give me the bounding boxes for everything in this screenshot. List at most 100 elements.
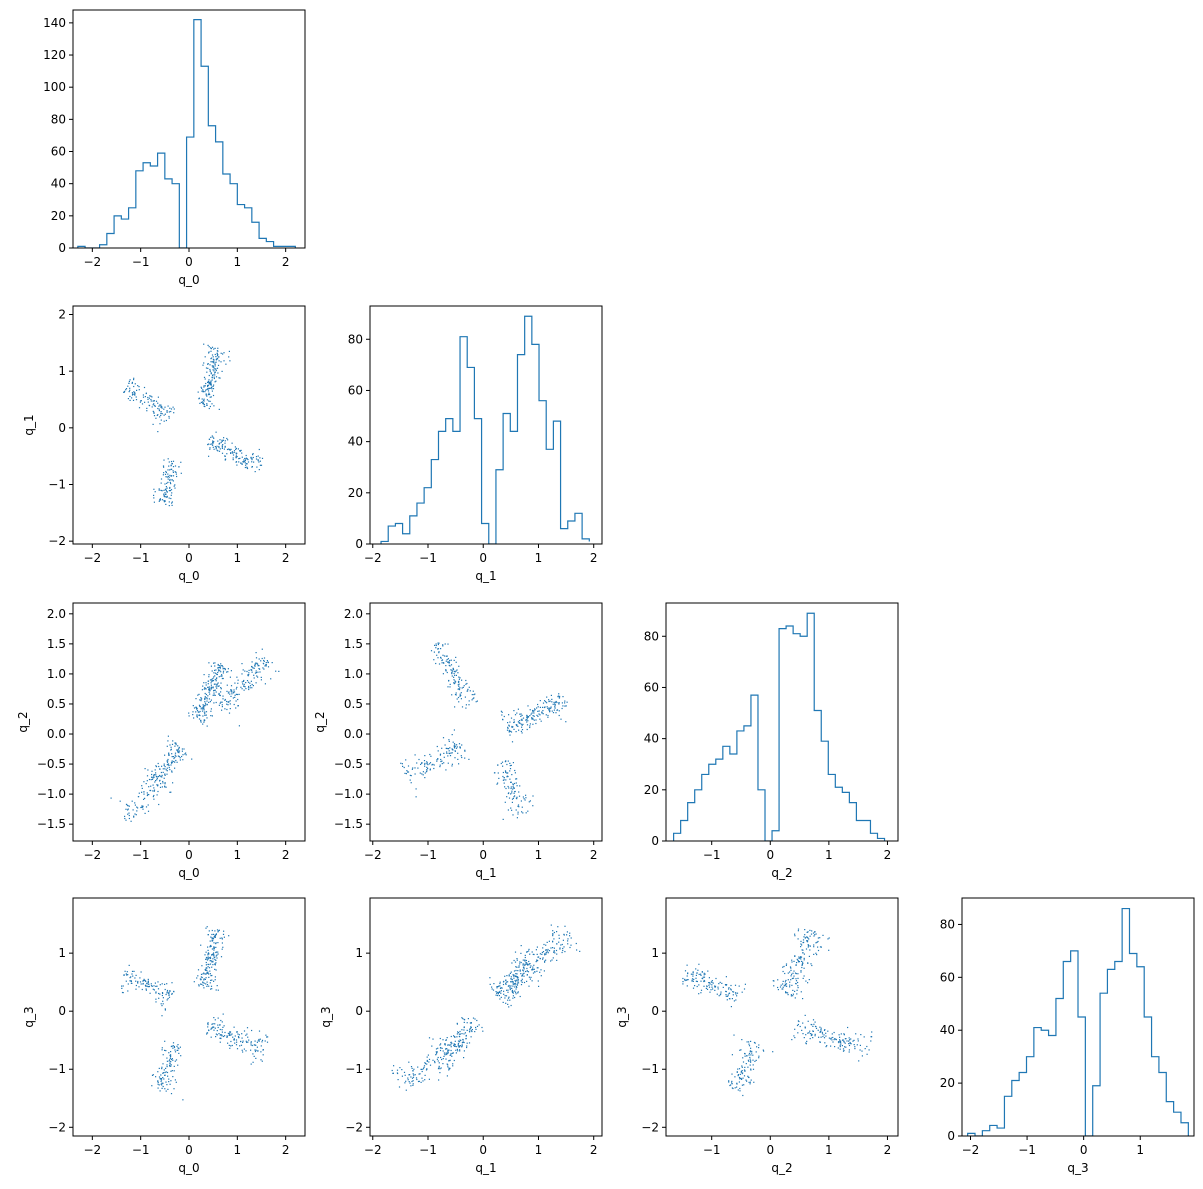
scatter-point [207, 971, 209, 973]
scatter-point [152, 1074, 154, 1076]
scatter-point [143, 386, 146, 389]
scatter-point [457, 1032, 460, 1034]
scatter-point [445, 1058, 447, 1060]
scatter-point [167, 475, 169, 477]
scatter-point [166, 992, 168, 994]
scatter-point [790, 995, 792, 997]
scatter-point [733, 1034, 735, 1036]
scatter-point [158, 405, 160, 407]
scatter-point [837, 1047, 839, 1049]
scatter-point [520, 800, 522, 802]
scatter-point [174, 487, 176, 489]
scatter-point [209, 448, 211, 450]
scatter-point [510, 717, 513, 719]
scatter-point [458, 763, 460, 765]
scatter-point [235, 700, 237, 702]
scatter-point [229, 360, 231, 362]
scatter-point [253, 1055, 255, 1057]
scatter-point [145, 783, 147, 785]
scatter-point [795, 983, 797, 985]
scatter-point [561, 951, 563, 954]
scatter-point [432, 763, 434, 765]
scatter-point [792, 977, 795, 979]
scatter-point [224, 440, 226, 442]
scatter-point [150, 789, 152, 792]
scatter-point [459, 1030, 461, 1033]
scatter-point [142, 396, 145, 398]
scatter-point [403, 1071, 406, 1073]
scatter-point [823, 1034, 825, 1036]
scatter-point [245, 1040, 247, 1042]
scatter-point [446, 659, 448, 661]
scatter-point [513, 721, 515, 723]
scatter-point [447, 762, 449, 764]
scatter-point [732, 991, 734, 993]
scatter-point [438, 663, 441, 665]
scatter-point [515, 778, 517, 780]
y-tick-label: 60 [644, 680, 659, 694]
scatter-point [220, 682, 222, 684]
scatter-point [171, 770, 173, 772]
scatter-point [152, 988, 154, 990]
scatter-point [235, 448, 237, 450]
scatter-point [244, 686, 246, 688]
scatter-point [204, 405, 206, 408]
scatter-point [686, 985, 688, 987]
scatter-point [462, 1041, 464, 1043]
scatter-point [453, 729, 455, 731]
scatter-point [203, 982, 205, 984]
scatter-point [403, 766, 405, 769]
scatter-point [510, 793, 512, 795]
scatter-point [227, 704, 229, 706]
scatter-point [162, 1077, 164, 1079]
scatter-point [509, 770, 511, 772]
scatter-point [829, 1038, 832, 1040]
scatter-point [424, 1063, 427, 1065]
scatter-point [703, 974, 705, 976]
scatter-point [424, 1079, 426, 1081]
scatter-point [517, 804, 520, 806]
scatter-point [246, 1033, 248, 1035]
scatter-point [820, 1029, 822, 1031]
scatter-point [517, 992, 519, 994]
scatter-point [565, 705, 567, 707]
scatter-point [172, 756, 174, 758]
scatter-point [725, 976, 727, 978]
scatter-point [207, 958, 210, 960]
scatter-point [510, 1004, 512, 1007]
scatter-point [182, 759, 184, 761]
scatter-point [404, 772, 406, 774]
scatter-point [519, 970, 521, 972]
scatter-point [221, 1035, 223, 1037]
scatter-point [246, 1041, 248, 1043]
scatter-point [217, 682, 219, 684]
scatter-point [470, 1022, 472, 1024]
scatter-point [251, 661, 253, 663]
scatter-point [842, 1050, 845, 1052]
scatter-point [228, 691, 230, 693]
scatter-point [466, 1042, 468, 1044]
x-tick-label: 1 [825, 1143, 833, 1157]
scatter-point [454, 1036, 456, 1038]
scatter-point [208, 976, 210, 978]
scatter-point [853, 1039, 855, 1041]
scatter-point [548, 709, 550, 711]
scatter-point [511, 980, 513, 982]
scatter-point [212, 356, 214, 358]
scatter-point [147, 981, 149, 983]
scatter-point [824, 1042, 826, 1044]
y-tick-label: −2 [48, 1120, 66, 1134]
scatter-point [402, 765, 404, 767]
scatter-point [166, 1060, 168, 1062]
scatter-point [218, 676, 220, 678]
scatter-point [823, 1029, 826, 1031]
scatter-point [473, 697, 475, 699]
scatter-point [150, 395, 152, 397]
scatter-point [207, 1022, 209, 1024]
scatter-point [168, 1081, 170, 1083]
scatter-point [209, 405, 211, 408]
scatter-point [204, 973, 206, 975]
scatter-point [209, 370, 211, 372]
scatter-point [453, 676, 455, 678]
